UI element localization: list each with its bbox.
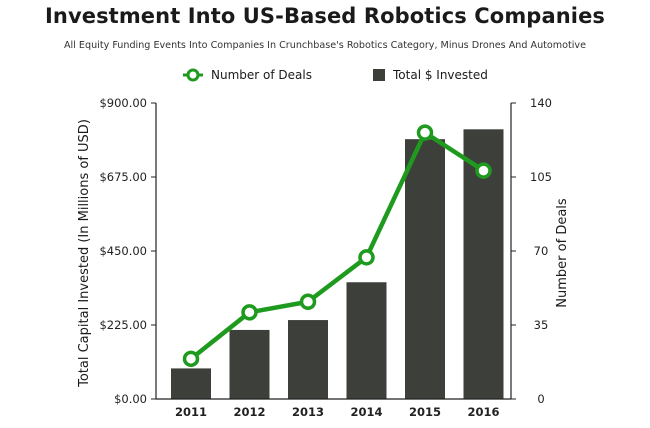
y-left-axis-title: Total Capital Invested (In Millions of U… bbox=[77, 119, 92, 388]
deals-point-2012 bbox=[241, 304, 258, 321]
deals-point-2011 bbox=[182, 350, 200, 368]
deals-point-2016 bbox=[475, 162, 492, 179]
x-tick-label: 2011 bbox=[175, 405, 207, 419]
y-left-tick-label: $675.00 bbox=[99, 170, 147, 184]
bar-2014 bbox=[346, 282, 387, 399]
y-right-tick-label: 105 bbox=[530, 170, 552, 184]
y-left-tick-label: $900.00 bbox=[99, 96, 147, 110]
x-tick-label: 2014 bbox=[350, 405, 382, 419]
deals-point-2013 bbox=[299, 293, 317, 310]
x-tick-label: 2015 bbox=[409, 405, 441, 419]
y-right-tick-label: 70 bbox=[534, 244, 549, 258]
bar-2012 bbox=[229, 329, 270, 399]
deals-line bbox=[189, 130, 485, 361]
y-right-tick-label: 35 bbox=[534, 318, 549, 332]
x-tick-label: 2016 bbox=[467, 405, 499, 419]
x-tick-label: 2012 bbox=[233, 405, 265, 419]
bar-2011 bbox=[171, 368, 211, 399]
y-right-tick-label: 0 bbox=[537, 392, 544, 406]
x-tick-label: 2013 bbox=[292, 405, 324, 419]
legend-marker-swatch bbox=[186, 68, 200, 82]
y-right-axis-title: Number of Deals bbox=[555, 198, 570, 308]
bar-2015 bbox=[405, 139, 445, 399]
legend-label-deals: Number of Deals bbox=[211, 68, 312, 82]
y-right-tick-label: 140 bbox=[530, 96, 552, 110]
deals-point-2014 bbox=[358, 249, 375, 266]
y-left-tick-label: $450.00 bbox=[99, 244, 147, 258]
bar-2013 bbox=[288, 320, 328, 399]
y-left-tick-label: $0.00 bbox=[114, 392, 147, 406]
chart-title: Investment Into US-Based Robotics Compan… bbox=[44, 4, 606, 28]
legend-label-invested: Total $ Invested bbox=[392, 68, 488, 82]
y-left-tick-label: $225.00 bbox=[99, 318, 147, 332]
deals-point-2015 bbox=[416, 124, 434, 141]
legend-bar-swatch bbox=[373, 69, 385, 81]
chart-subtitle: All Equity Funding Events Into Companies… bbox=[63, 40, 587, 51]
